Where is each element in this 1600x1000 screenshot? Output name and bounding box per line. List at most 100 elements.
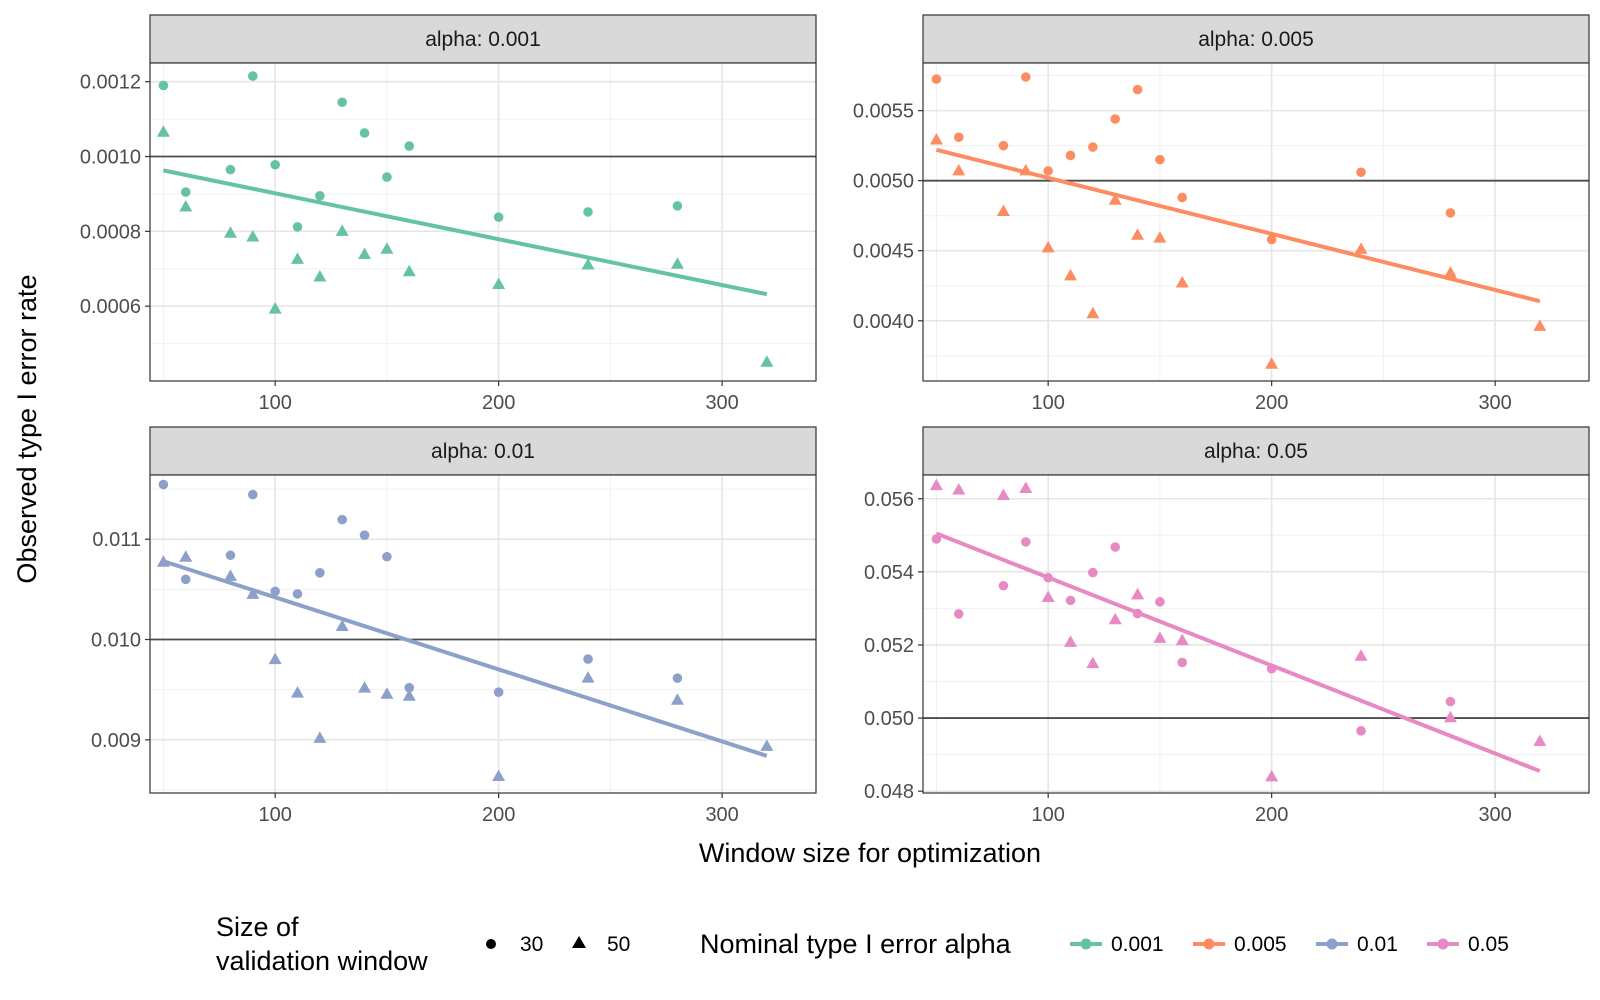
data-point-triangle — [1086, 306, 1100, 319]
data-point-triangle — [1019, 481, 1033, 494]
legend-circle-marker — [486, 939, 496, 949]
y-tick-label: 0.050 — [864, 708, 914, 730]
data-point-triangle — [380, 242, 394, 254]
data-point-triangle — [760, 355, 774, 367]
y-tick-label: 0.0012 — [80, 72, 141, 94]
y-tick-label: 0.0008 — [80, 221, 141, 243]
data-point-triangle — [952, 482, 966, 495]
legend-color: Nominal type I error alpha 0.001 0.005 0.0… — [700, 929, 1509, 959]
data-point-circle — [1132, 84, 1143, 95]
data-point-triangle — [313, 269, 327, 282]
facet-strip — [149, 426, 817, 476]
data-point-triangle — [1041, 590, 1055, 602]
plot-background — [150, 475, 816, 793]
data-point-circle — [583, 207, 593, 217]
y-tick-label: 0.056 — [864, 489, 914, 511]
legend-color-label: 0.001 — [1111, 933, 1164, 956]
panel-border — [149, 62, 817, 382]
x-tick-label: 200 — [1255, 804, 1288, 826]
x-tick-label: 100 — [258, 392, 291, 414]
data-point-circle — [225, 164, 236, 175]
data-point-triangle — [313, 731, 327, 743]
data-point-triangle — [1086, 656, 1100, 669]
data-point-circle — [404, 682, 415, 693]
plot-background — [150, 63, 816, 381]
x-tick-label: 200 — [1255, 392, 1288, 414]
data-point-circle — [359, 530, 370, 540]
facet-panel-1: alpha: 0.005 100 200 300 0.0040 0.0045 0.0050 0… — [853, 14, 1590, 414]
data-point-circle — [248, 489, 258, 500]
legend-triangle-marker — [572, 936, 586, 948]
facet-strip-title: alpha: 0.05 — [1204, 440, 1308, 463]
data-point-triangle — [1041, 240, 1055, 253]
data-point-circle — [404, 141, 415, 151]
data-point-triangle — [1108, 612, 1122, 625]
x-tick-label: 300 — [1478, 804, 1511, 826]
y-tick-label: 0.0045 — [853, 241, 914, 263]
y-tick-label: 0.052 — [864, 635, 914, 657]
data-point-circle — [1110, 114, 1121, 124]
data-point-triangle — [670, 257, 684, 269]
data-point-triangle — [402, 264, 416, 277]
panel-border — [149, 474, 817, 794]
data-point-triangle — [358, 247, 372, 260]
data-point-triangle — [179, 550, 193, 562]
data-point-circle — [315, 191, 325, 201]
panels-group: alpha: 0.001 100 200 300 0.0006 0.0008 0.0010 0… — [80, 14, 1590, 826]
data-point-circle — [1445, 696, 1456, 707]
data-point-triangle — [929, 478, 943, 491]
y-tick-label: 0.010 — [91, 630, 141, 652]
data-point-circle — [1356, 726, 1366, 736]
legend-shape-label-30: 30 — [520, 933, 543, 956]
y-tick-label: 0.048 — [864, 781, 914, 803]
data-point-triangle — [1175, 633, 1189, 646]
data-point-triangle — [996, 204, 1010, 216]
data-point-triangle — [760, 739, 774, 751]
data-point-circle — [1155, 154, 1165, 165]
data-point-circle — [672, 201, 683, 211]
data-point-circle — [1088, 567, 1098, 578]
data-point-circle — [225, 550, 236, 561]
data-point-circle — [180, 574, 191, 585]
facet-strip-title: alpha: 0.005 — [1198, 28, 1314, 51]
data-point-triangle — [335, 224, 349, 236]
x-axis-title: Window size for optimization — [699, 838, 1041, 868]
data-point-circle — [1177, 657, 1188, 668]
plot-background — [923, 475, 1589, 793]
x-tick-label: 200 — [482, 392, 515, 414]
x-tick-label: 200 — [482, 804, 515, 826]
data-point-circle — [382, 551, 392, 562]
data-point-triangle — [1064, 635, 1078, 647]
data-point-triangle — [1131, 587, 1145, 600]
legend-color-title: Nominal type I error alpha — [700, 929, 1012, 959]
data-point-circle — [337, 514, 348, 525]
facet-panel-3: alpha: 0.05 100 200 300 0.048 0.050 0.052 0.054… — [864, 426, 1590, 826]
data-point-circle — [359, 128, 370, 138]
data-point-triangle — [1265, 357, 1279, 369]
data-point-triangle — [1064, 268, 1078, 281]
data-point-circle — [1088, 142, 1098, 152]
trend-line — [935, 147, 1541, 304]
data-point-triangle — [1354, 242, 1368, 254]
data-point-triangle — [1354, 649, 1368, 661]
data-point-circle — [493, 212, 504, 222]
data-point-triangle — [358, 681, 372, 693]
data-point-triangle — [952, 163, 966, 176]
data-point-triangle — [335, 619, 349, 631]
y-tick-label: 0.0010 — [80, 147, 141, 169]
data-point-circle — [158, 479, 169, 490]
legend-color-dot — [1203, 938, 1215, 950]
y-axis-title: Observed type I error rate — [12, 274, 42, 583]
data-point-triangle — [223, 226, 237, 238]
data-point-triangle — [1443, 266, 1457, 278]
y-tick-label: 0.0006 — [80, 296, 141, 318]
data-point-circle — [953, 609, 964, 619]
legend-color-label: 0.05 — [1468, 933, 1509, 956]
data-point-circle — [1155, 597, 1165, 607]
data-point-circle — [1043, 166, 1053, 176]
data-point-circle — [493, 687, 504, 697]
data-point-triangle — [1265, 769, 1279, 782]
y-tick-label: 0.0055 — [853, 101, 914, 123]
facet-strip-title: alpha: 0.01 — [431, 440, 535, 463]
x-tick-label: 300 — [705, 392, 738, 414]
